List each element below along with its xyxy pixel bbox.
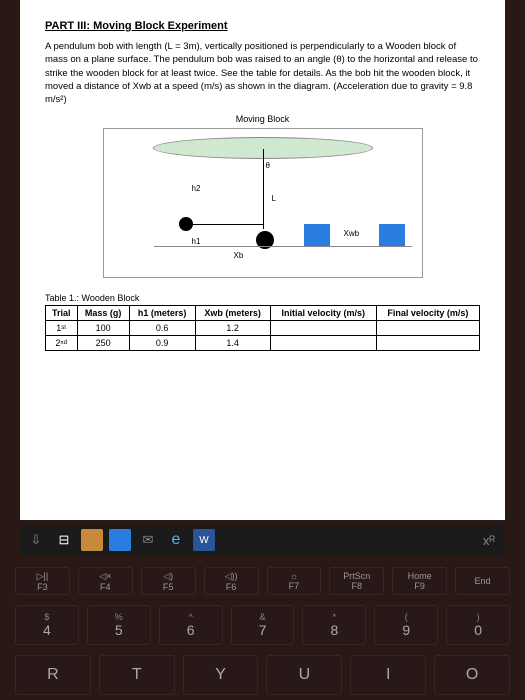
key-f6[interactable]: ◁))F6 <box>204 567 259 595</box>
key-home[interactable]: HomeF9 <box>392 567 447 595</box>
key-y[interactable]: Y <box>183 655 259 695</box>
label-xwb: Xwb <box>344 229 360 238</box>
label-theta: θ <box>266 161 270 170</box>
key-5[interactable]: %5 <box>87 605 151 645</box>
block-final <box>379 224 405 246</box>
th-mass: Mass (g) <box>77 306 129 321</box>
table-caption: Table 1.: Wooden Block <box>45 293 480 303</box>
key-6[interactable]: ^6 <box>159 605 223 645</box>
folder-icon[interactable] <box>81 529 103 551</box>
label-L: L <box>272 194 276 203</box>
key-7[interactable]: &7 <box>231 605 295 645</box>
key-9[interactable]: (9 <box>374 605 438 645</box>
word-icon[interactable]: W <box>193 529 215 551</box>
key-r[interactable]: R <box>15 655 91 695</box>
key-f3[interactable]: ▷||F3 <box>15 567 70 595</box>
pendulum-line <box>263 149 264 169</box>
pendulum-raised <box>189 224 264 225</box>
ground-line <box>154 246 412 247</box>
key-prtscn[interactable]: PrtScnF8 <box>329 567 384 595</box>
part-title: PART III: Moving Block Experiment <box>45 20 480 32</box>
store-icon[interactable] <box>109 529 131 551</box>
tray-icon[interactable]: xᴿ <box>478 529 500 551</box>
diagram-title: Moving Block <box>45 114 480 124</box>
keyboard-num-row: $4 %5 ^6 &7 *8 (9 )0 <box>15 605 510 645</box>
key-o[interactable]: O <box>434 655 510 695</box>
table-header-row: Trial Mass (g) h1 (meters) Xwb (meters) … <box>46 306 480 321</box>
key-f4[interactable]: ◁×F4 <box>78 567 133 595</box>
description-text: A pendulum bob with length (L = 3m), ver… <box>45 40 480 106</box>
keyboard-alpha-row: R T Y U I O <box>15 655 510 695</box>
edge-icon[interactable]: e <box>165 529 187 551</box>
label-h2: h2 <box>192 184 201 193</box>
th-vi: Initial velocity (m/s) <box>270 306 376 321</box>
data-table: Trial Mass (g) h1 (meters) Xwb (meters) … <box>45 305 480 351</box>
bob-raised <box>179 217 193 231</box>
diagram-figure: θ h2 h1 L Xb Xwb <box>103 128 423 278</box>
key-i[interactable]: I <box>350 655 426 695</box>
key-0[interactable]: )0 <box>446 605 510 645</box>
keyboard-fn-row: ▷||F3 ◁×F4 ◁)F5 ◁))F6 ☼F7 PrtScnF8 HomeF… <box>15 567 510 595</box>
th-trial: Trial <box>46 306 78 321</box>
block-initial <box>304 224 330 246</box>
label-xb: Xb <box>234 251 244 260</box>
key-f5[interactable]: ◁)F5 <box>141 567 196 595</box>
key-4[interactable]: $4 <box>15 605 79 645</box>
windows-taskbar[interactable]: ⇩ ⊟ ✉ e W xᴿ <box>20 525 505 555</box>
label-h1: h1 <box>192 237 201 246</box>
menu-icon[interactable]: ⊟ <box>53 529 75 551</box>
table-row: 2ⁿᵈ 250 0.9 1.4 <box>46 336 480 351</box>
key-u[interactable]: U <box>266 655 342 695</box>
pin-icon[interactable]: ⇩ <box>25 529 47 551</box>
key-f7[interactable]: ☼F7 <box>267 567 322 595</box>
key-8[interactable]: *8 <box>302 605 366 645</box>
th-vf: Final velocity (m/s) <box>376 306 479 321</box>
document-page: PART III: Moving Block Experiment A pend… <box>20 0 505 520</box>
key-end[interactable]: End <box>455 567 510 595</box>
pendulum-string <box>263 169 264 229</box>
th-xwb: Xwb (meters) <box>195 306 270 321</box>
mail-icon[interactable]: ✉ <box>137 529 159 551</box>
table-row: 1ˢᵗ 100 0.6 1.2 <box>46 321 480 336</box>
th-h1: h1 (meters) <box>129 306 195 321</box>
key-t[interactable]: T <box>99 655 175 695</box>
